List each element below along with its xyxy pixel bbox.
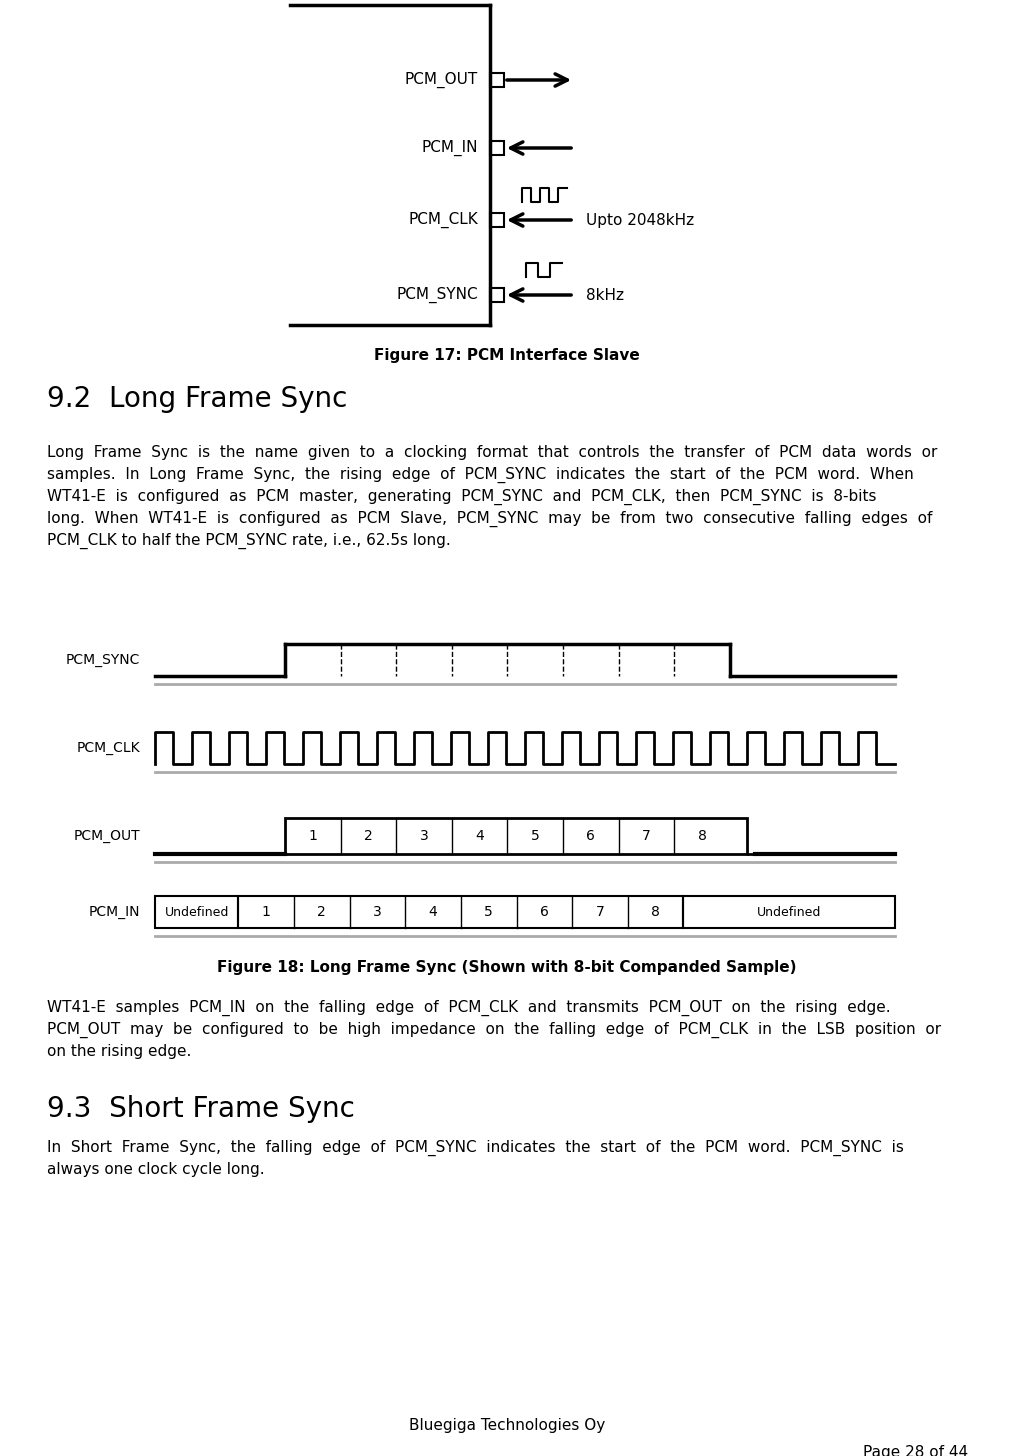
- Text: PCM_OUT: PCM_OUT: [73, 828, 140, 843]
- Text: 4: 4: [428, 906, 437, 919]
- Text: Figure 18: Long Frame Sync (Shown with 8-bit Companded Sample): Figure 18: Long Frame Sync (Shown with 8…: [217, 960, 797, 976]
- Text: 3: 3: [374, 906, 382, 919]
- Text: In  Short  Frame  Sync,  the  falling  edge  of  PCM_SYNC  indicates  the  start: In Short Frame Sync, the falling edge of…: [47, 1140, 904, 1156]
- Text: on the rising edge.: on the rising edge.: [47, 1044, 192, 1059]
- Text: PCM_CLK to half the PCM_SYNC rate, i.e., 62.5s long.: PCM_CLK to half the PCM_SYNC rate, i.e.,…: [47, 533, 451, 549]
- Text: always one clock cycle long.: always one clock cycle long.: [47, 1162, 265, 1176]
- Text: PCM_CLK: PCM_CLK: [76, 741, 140, 756]
- Text: 7: 7: [642, 828, 651, 843]
- Text: Upto 2048kHz: Upto 2048kHz: [586, 213, 694, 227]
- Text: WT41-E  is  configured  as  PCM  master,  generating  PCM_SYNC  and  PCM_CLK,  t: WT41-E is configured as PCM master, gene…: [47, 489, 877, 505]
- Text: PCM_CLK: PCM_CLK: [408, 213, 478, 229]
- Text: PCM_OUT: PCM_OUT: [405, 71, 478, 89]
- Bar: [683, 895, 895, 927]
- Text: PCM_OUT  may  be  configured  to  be  high  impedance  on  the  falling  edge  o: PCM_OUT may be configured to be high imp…: [47, 1022, 941, 1038]
- Bar: [239, 895, 683, 927]
- Text: 2: 2: [318, 906, 326, 919]
- Text: Undefined: Undefined: [757, 906, 821, 919]
- Text: 8kHz: 8kHz: [586, 287, 624, 303]
- Text: 3: 3: [419, 828, 428, 843]
- Text: PCM_SYNC: PCM_SYNC: [66, 652, 140, 667]
- Text: 1: 1: [262, 906, 271, 919]
- Text: Long  Frame  Sync  is  the  name  given  to  a  clocking  format  that  controls: Long Frame Sync is the name given to a c…: [47, 446, 938, 460]
- Text: Figure 17: PCM Interface Slave: Figure 17: PCM Interface Slave: [375, 348, 639, 363]
- Text: 2: 2: [364, 828, 373, 843]
- Text: 6: 6: [587, 828, 596, 843]
- Text: 8: 8: [652, 906, 660, 919]
- Text: Undefined: Undefined: [164, 906, 229, 919]
- Text: 7: 7: [596, 906, 604, 919]
- Text: 6: 6: [540, 906, 549, 919]
- Text: 1: 1: [309, 828, 318, 843]
- Text: Page 28 of 44: Page 28 of 44: [863, 1444, 968, 1456]
- Bar: [285, 818, 747, 855]
- Text: PCM_IN: PCM_IN: [421, 140, 478, 156]
- Text: PCM_SYNC: PCM_SYNC: [397, 287, 478, 303]
- Text: 5: 5: [531, 828, 540, 843]
- Bar: [490, 213, 504, 227]
- Text: 9.3  Short Frame Sync: 9.3 Short Frame Sync: [47, 1095, 355, 1123]
- Text: 9.2  Long Frame Sync: 9.2 Long Frame Sync: [47, 384, 347, 414]
- Bar: [490, 73, 504, 87]
- Bar: [490, 141, 504, 154]
- Bar: [155, 895, 239, 927]
- Text: 5: 5: [484, 906, 493, 919]
- Text: WT41-E  samples  PCM_IN  on  the  falling  edge  of  PCM_CLK  and  transmits  PC: WT41-E samples PCM_IN on the falling edg…: [47, 1000, 890, 1016]
- Text: long.  When  WT41-E  is  configured  as  PCM  Slave,  PCM_SYNC  may  be  from  t: long. When WT41-E is configured as PCM S…: [47, 511, 933, 527]
- Text: PCM_IN: PCM_IN: [88, 906, 140, 919]
- Text: 8: 8: [697, 828, 706, 843]
- Text: samples.  In  Long  Frame  Sync,  the  rising  edge  of  PCM_SYNC  indicates  th: samples. In Long Frame Sync, the rising …: [47, 467, 914, 483]
- Text: Bluegiga Technologies Oy: Bluegiga Technologies Oy: [409, 1418, 605, 1433]
- Text: 4: 4: [475, 828, 484, 843]
- Bar: [490, 288, 504, 301]
